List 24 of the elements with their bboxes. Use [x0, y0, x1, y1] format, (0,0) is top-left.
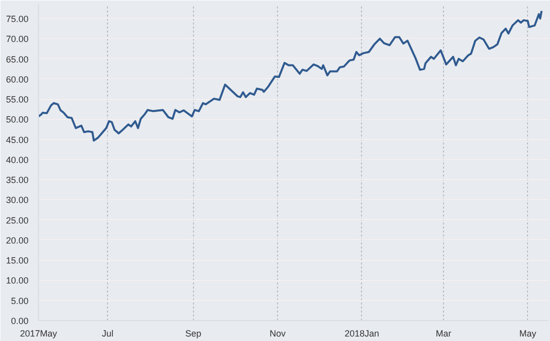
x-tick-label: Mar [436, 328, 452, 338]
y-tick-label: 70.00 [6, 34, 29, 44]
y-tick-label: 0.00 [10, 316, 29, 326]
y-tick-label: 10.00 [6, 276, 29, 286]
y-tick-label: 25.00 [6, 215, 29, 226]
y-tick-label: 60.00 [6, 74, 29, 84]
x-tick-label: May [519, 328, 537, 338]
y-tick-label: 30.00 [6, 195, 29, 206]
line-series [38, 10, 543, 142]
y-tick-label: 5.00 [10, 296, 29, 306]
x-tick-label: Nov [270, 328, 286, 338]
x-tick-label: Jul [102, 328, 114, 338]
y-tick-label: 15.00 [6, 256, 29, 266]
y-tick-label: 20.00 [6, 235, 29, 246]
y-tick-label: 50.00 [6, 114, 29, 125]
x-tick-label: 2018Jan [344, 328, 380, 338]
y-tick-label: 35.00 [6, 175, 29, 186]
y-tick-label: 75.00 [6, 14, 29, 24]
y-tick-label: 45.00 [6, 134, 29, 145]
y-tick-label: 55.00 [6, 94, 29, 105]
y-tick-label: 65.00 [6, 54, 29, 64]
y-tick-label: 40.00 [6, 154, 29, 165]
x-tick-label: 2017May [20, 328, 58, 338]
x-tick-label: Sep [185, 328, 202, 338]
